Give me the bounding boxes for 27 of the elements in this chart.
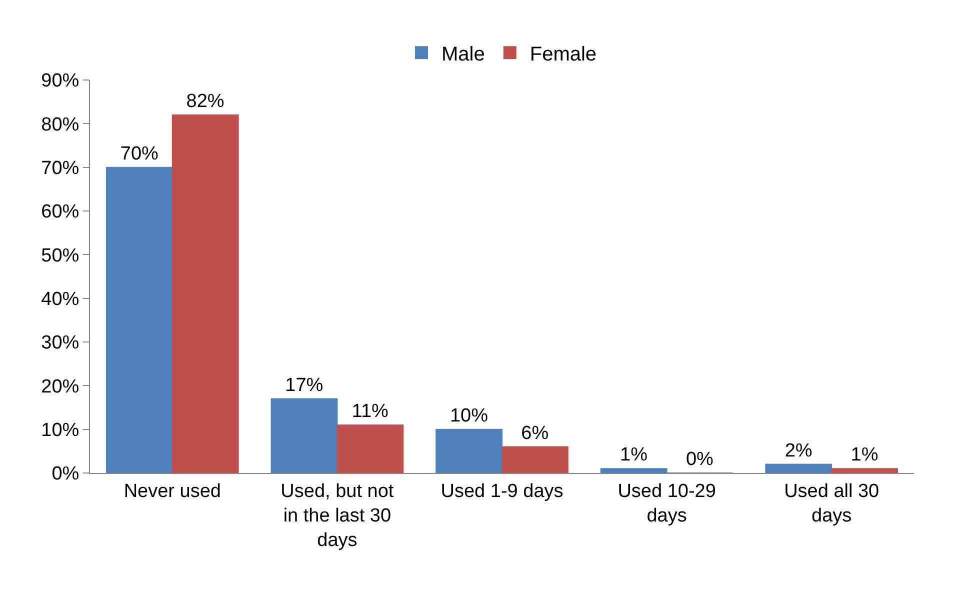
y-tick-label: 0%	[52, 464, 80, 485]
x-tick-label: Never used	[124, 480, 221, 502]
y-tick-label: 20%	[41, 376, 80, 398]
data-label: 1%	[620, 444, 648, 466]
data-label: 17%	[285, 374, 324, 396]
data-label: 82%	[186, 90, 224, 112]
data-label: 11%	[352, 400, 389, 422]
y-tick-label: 40%	[41, 288, 80, 310]
data-label: 2%	[784, 440, 812, 462]
y-tick-label: 10%	[41, 420, 80, 441]
data-label: 70%	[120, 143, 159, 164]
x-tick-label: Used, but not in the last 30 days	[280, 480, 394, 552]
legend-label: Female	[530, 43, 597, 66]
y-tick-label: 60%	[41, 202, 80, 223]
y-tick-label: 30%	[41, 332, 80, 354]
data-label: 0%	[686, 449, 714, 470]
data-label: 1%	[850, 444, 878, 466]
y-tick-label: 50%	[41, 245, 80, 266]
data-label: 6%	[521, 422, 549, 444]
y-tick-label: 90%	[41, 70, 80, 92]
x-tick-label: Used 10-29 days	[618, 480, 716, 526]
y-tick-label: 80%	[41, 114, 80, 136]
legend-label: Male	[442, 43, 485, 66]
data-label: 10%	[450, 405, 488, 426]
x-tick-label: Used 1-9 days	[440, 480, 564, 502]
x-tick-label: Used all 30 days	[784, 480, 880, 526]
y-tick-label: 70%	[41, 158, 80, 179]
